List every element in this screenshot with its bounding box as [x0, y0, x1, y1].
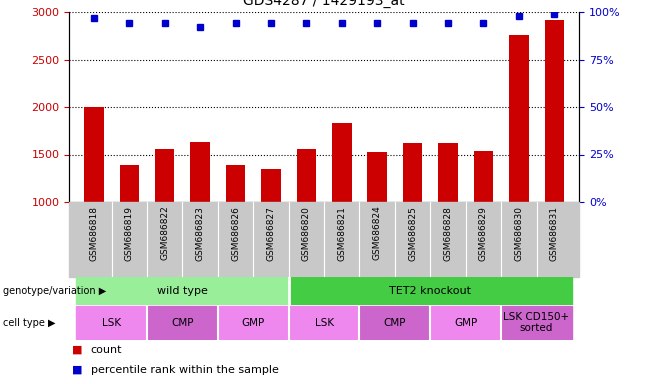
Text: CMP: CMP — [171, 318, 193, 328]
Bar — [501, 306, 572, 339]
Bar — [297, 149, 316, 202]
Text: GSM686823: GSM686823 — [195, 206, 205, 261]
Bar — [289, 306, 359, 339]
Text: count: count — [91, 345, 122, 355]
Bar — [76, 306, 147, 339]
Text: GSM686822: GSM686822 — [160, 206, 169, 260]
Bar — [474, 151, 493, 202]
Text: GSM686826: GSM686826 — [231, 206, 240, 261]
Bar — [509, 35, 528, 202]
Text: GMP: GMP — [241, 318, 265, 328]
Bar — [84, 107, 103, 202]
Bar — [438, 143, 458, 202]
Bar — [155, 149, 174, 202]
Text: ■: ■ — [72, 365, 83, 375]
Bar — [147, 306, 218, 339]
Text: GSM686818: GSM686818 — [89, 206, 99, 261]
Text: GSM686825: GSM686825 — [408, 206, 417, 261]
Text: TET2 knockout: TET2 knockout — [390, 286, 471, 296]
Bar — [261, 169, 281, 202]
Text: GSM686829: GSM686829 — [479, 206, 488, 261]
Text: GSM686821: GSM686821 — [338, 206, 346, 261]
Bar — [545, 20, 564, 202]
Text: LSK: LSK — [102, 318, 121, 328]
Text: GSM686828: GSM686828 — [443, 206, 453, 261]
Text: LSK CD150+
sorted: LSK CD150+ sorted — [503, 312, 570, 333]
Text: ■: ■ — [72, 345, 83, 355]
Bar — [332, 123, 351, 202]
Text: GSM686827: GSM686827 — [266, 206, 276, 261]
Title: GDS4287 / 1429193_at: GDS4287 / 1429193_at — [243, 0, 405, 8]
Text: LSK: LSK — [315, 318, 334, 328]
Text: GSM686830: GSM686830 — [515, 206, 523, 261]
Text: wild type: wild type — [157, 286, 208, 296]
Text: genotype/variation ▶: genotype/variation ▶ — [3, 286, 107, 296]
Bar — [76, 277, 289, 305]
Bar — [359, 306, 430, 339]
Text: GMP: GMP — [454, 318, 477, 328]
Bar — [367, 152, 387, 202]
Text: GSM686831: GSM686831 — [549, 206, 559, 261]
Text: GSM686824: GSM686824 — [372, 206, 382, 260]
Bar — [226, 165, 245, 202]
Bar — [190, 142, 210, 202]
Bar — [120, 165, 139, 202]
Bar — [289, 277, 572, 305]
Text: cell type ▶: cell type ▶ — [3, 318, 56, 328]
Text: GSM686820: GSM686820 — [302, 206, 311, 261]
Bar — [430, 306, 501, 339]
Text: GSM686819: GSM686819 — [125, 206, 134, 261]
Bar — [403, 143, 422, 202]
Bar — [218, 306, 289, 339]
Text: percentile rank within the sample: percentile rank within the sample — [91, 365, 279, 375]
Text: CMP: CMP — [384, 318, 406, 328]
